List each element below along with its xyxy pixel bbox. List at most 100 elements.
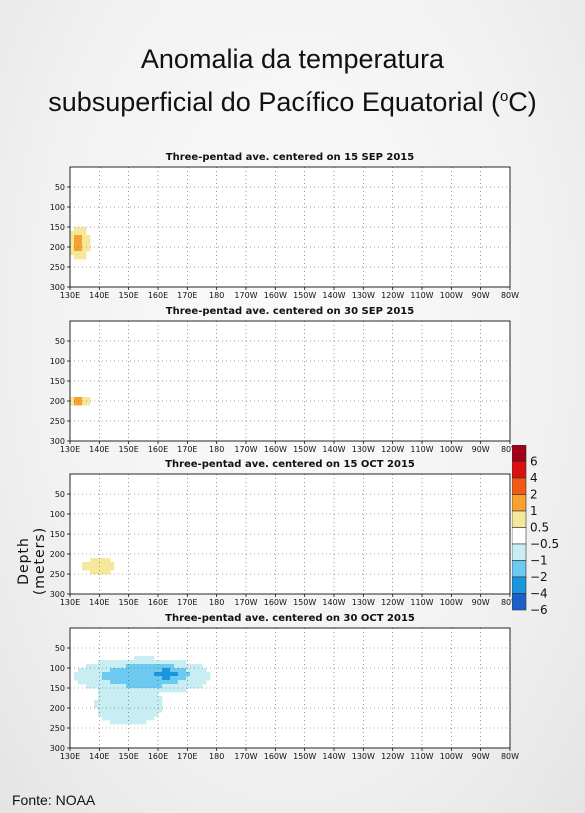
x-tick-label: 160W [264, 445, 287, 454]
y-tick-label: 100 [50, 203, 65, 212]
y-tick-label: 100 [50, 664, 65, 673]
x-tick-label: 140E [89, 445, 109, 454]
heatmap-cell [174, 668, 179, 673]
heatmap-cell [146, 696, 151, 701]
heatmap-cell [138, 656, 143, 661]
heatmap-cell [78, 680, 83, 685]
x-tick-label: 90W [472, 752, 490, 761]
heatmap-cell [134, 672, 139, 677]
heatmap-cell [182, 664, 187, 669]
heatmap-cell [142, 688, 147, 693]
heatmap-cell [134, 656, 139, 661]
x-tick-label: 160E [148, 598, 168, 607]
x-tick-label: 170E [177, 291, 197, 300]
heatmap-cell [114, 720, 119, 725]
heatmap-cell [102, 708, 107, 713]
heatmap-cell [142, 656, 147, 661]
x-tick-label: 120W [381, 445, 404, 454]
heatmap-cell [150, 676, 155, 681]
y-tick-label: 250 [50, 570, 65, 579]
heatmap-cell [146, 704, 151, 709]
heatmap-plot: 130E 140E 150E 160E 170E 180 170W 160W 150W 140W 1… [50, 166, 519, 300]
heatmap-cell [170, 688, 175, 693]
colorbar-swatch [512, 527, 527, 545]
heatmap-cell [94, 664, 99, 669]
heatmap-cell [106, 672, 111, 677]
heatmap-panel: Three-pentad ave. centered on 15 OCT 201… [30, 459, 519, 614]
x-tick-label: 130E [60, 445, 80, 454]
heatmap-cell [90, 664, 95, 669]
heatmap-cell [110, 692, 115, 697]
heatmap-cell [114, 684, 119, 689]
heatmap-cell [174, 680, 179, 685]
heatmap-cell [82, 235, 87, 240]
heatmap-cell [166, 688, 171, 693]
heatmap-cell [146, 676, 151, 681]
heatmap-cell [134, 688, 139, 693]
heatmap-cell [78, 247, 83, 252]
heatmap-cell [118, 712, 123, 717]
heatmap-cell [138, 704, 143, 709]
heatmap-cell [114, 676, 119, 681]
panel-title: Three-pentad ave. centered on 30 SEP 201… [165, 306, 415, 317]
x-tick-label: 80W [501, 445, 519, 454]
heatmap-cell [74, 401, 79, 406]
heatmap-cell [142, 692, 147, 697]
heatmap-cell [106, 692, 111, 697]
heatmap-cell [146, 664, 151, 669]
heatmap-cell [130, 716, 135, 721]
heatmap-cell [154, 688, 159, 693]
heatmap-cell [138, 660, 143, 665]
heatmap-cell [102, 672, 107, 677]
heatmap-cell [118, 672, 123, 677]
x-tick-label: 170W [234, 752, 257, 761]
heatmap-cell [78, 672, 83, 677]
heatmap-cell [110, 566, 115, 571]
heatmap-cell [178, 664, 183, 669]
heatmap-cell [206, 672, 211, 677]
heatmap-cell [158, 688, 163, 693]
heatmap-cell [86, 684, 91, 689]
heatmap-cell [70, 401, 75, 406]
heatmap-cell [186, 672, 191, 677]
heatmap-cell [138, 680, 143, 685]
heatmap-cell [154, 700, 159, 705]
heatmap-cell [134, 668, 139, 673]
heatmap-cell [170, 664, 175, 669]
x-tick-label: 120W [381, 291, 404, 300]
x-tick-label: 120W [381, 598, 404, 607]
heatmap-cell [182, 688, 187, 693]
heatmap-cell [114, 708, 119, 713]
heatmap-cell [142, 700, 147, 705]
heatmap-cell [114, 700, 119, 705]
heatmap-cell [118, 704, 123, 709]
colorbar-swatch [512, 494, 527, 512]
x-tick-label: 170W [234, 598, 257, 607]
heatmap-cell [166, 676, 171, 681]
x-tick-label: 80W [501, 291, 519, 300]
x-tick-label: 150E [119, 752, 139, 761]
heatmap-cell [90, 558, 95, 563]
heatmap-cell [114, 696, 119, 701]
heatmap-cell [178, 668, 183, 673]
heatmap-cell [118, 708, 123, 713]
heatmap-cell [150, 672, 155, 677]
heatmap-cell [138, 696, 143, 701]
heatmap-cell [158, 660, 163, 665]
heatmap-cell [162, 672, 167, 677]
chart-title-main: subsuperficial do Pacífico Equatorial ( [48, 87, 500, 117]
heatmap-cell [70, 231, 75, 236]
heatmap-cell [154, 696, 159, 701]
heatmap-cell [94, 680, 99, 685]
heatmap-cell [110, 660, 115, 665]
heatmap-cell [78, 227, 83, 232]
heatmap-cell [158, 680, 163, 685]
heatmap-cell [154, 692, 159, 697]
heatmap-cell [178, 680, 183, 685]
heatmap-cell [126, 660, 131, 665]
heatmap-cell [106, 716, 111, 721]
x-tick-label: 150E [119, 598, 139, 607]
y-tick-label: 100 [50, 357, 65, 366]
y-tick-label: 300 [50, 744, 65, 753]
heatmap-cell [94, 684, 99, 689]
